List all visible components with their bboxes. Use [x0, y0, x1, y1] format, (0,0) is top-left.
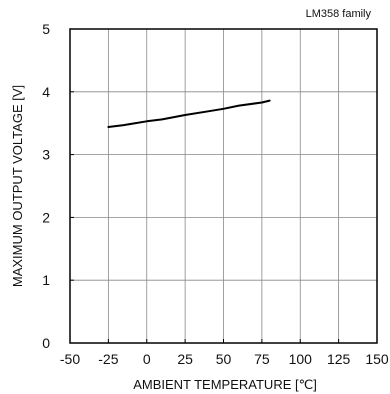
x-tick-label: -25	[98, 351, 118, 367]
x-tick-label: 75	[254, 351, 270, 367]
x-tick-label: 25	[177, 351, 193, 367]
chart-annotation: LM358 family	[306, 8, 372, 20]
y-tick-labels: 0 1 2 3 4 5	[42, 21, 50, 351]
y-tick-label: 0	[42, 335, 50, 351]
series-layer	[107, 99, 271, 128]
x-tick-label: 0	[143, 351, 151, 367]
y-tick-label: 2	[42, 209, 50, 225]
y-tick-label: 4	[42, 84, 50, 100]
y-axis-label: MAXIMUM OUTPUT VOLTAGE [V]	[10, 85, 25, 287]
x-tick-label: 150	[365, 351, 389, 367]
y-tick-label: 1	[42, 272, 50, 288]
x-tick-label: 50	[216, 351, 232, 367]
x-tick-label: -50	[60, 351, 80, 367]
y-tick-label: 3	[42, 147, 50, 163]
x-tick-labels: -50 -25 0 25 50 75 100 125 150	[60, 351, 389, 367]
grid	[69, 28, 378, 344]
x-tick-label: 100	[289, 351, 313, 367]
x-tick-label: 125	[327, 351, 351, 367]
y-tick-label: 5	[42, 21, 50, 37]
plot-frame	[69, 28, 378, 344]
x-axis-label: AMBIENT TEMPERATURE [℃]	[133, 377, 317, 392]
series-line	[107, 99, 271, 128]
